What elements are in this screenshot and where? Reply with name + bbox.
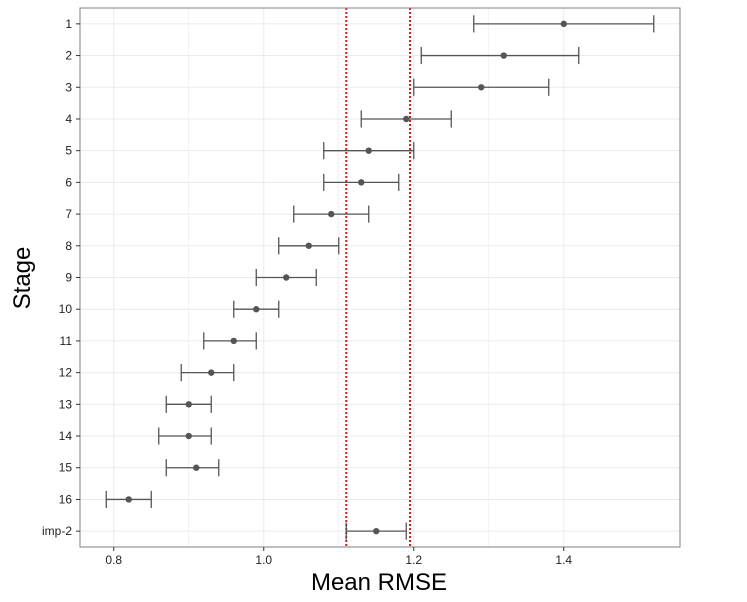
x-tick-label: 0.8 <box>105 553 122 567</box>
y-tick-label: 6 <box>65 175 72 189</box>
error-bar-2 <box>420 46 580 65</box>
error-bar-imp-2 <box>345 522 407 540</box>
y-tick-label: 11 <box>60 334 73 348</box>
error-bar-4 <box>360 110 452 128</box>
y-tick-label: 7 <box>65 207 72 221</box>
mean-point <box>283 274 290 281</box>
y-tick-label: 15 <box>59 461 73 475</box>
mean-point <box>373 527 380 535</box>
y-tick-label: 4 <box>65 112 72 126</box>
y-tick-label: 3 <box>65 80 72 94</box>
error-bar-9 <box>255 268 317 287</box>
y-tick-label: 9 <box>65 271 72 285</box>
mean-point <box>193 464 200 471</box>
y-tick-label: imp-2 <box>42 524 72 538</box>
y-tick-label: 8 <box>65 239 72 253</box>
x-axis-title: Mean RMSE <box>311 569 447 596</box>
y-axis-title: Stage <box>9 247 36 310</box>
error-bar-13 <box>165 395 212 413</box>
y-tick-label: 12 <box>59 366 73 380</box>
mean-point <box>305 242 312 249</box>
error-bar-10 <box>233 300 280 318</box>
x-tick-label: 1.2 <box>405 553 422 567</box>
mean-point <box>185 432 192 440</box>
mean-point <box>560 20 567 28</box>
error-bar-7 <box>293 205 370 223</box>
y-tick-label: 2 <box>65 49 72 63</box>
y-tick-label: 13 <box>59 397 73 411</box>
y-tick-label: 1 <box>65 17 72 31</box>
error-bar-3 <box>413 78 550 96</box>
x-tick-label: 1.4 <box>555 553 572 567</box>
error-bar-8 <box>278 237 340 255</box>
mean-point <box>365 147 372 154</box>
mean-point <box>358 179 365 186</box>
mean-point <box>403 115 410 123</box>
error-bar-11 <box>203 332 257 350</box>
y-tick-label: 16 <box>59 492 73 506</box>
mean-point <box>208 369 215 376</box>
x-tick-label: 1.0 <box>255 553 272 567</box>
error-bar-16 <box>105 490 152 509</box>
error-bar-15 <box>165 459 220 477</box>
mean-point <box>230 337 237 345</box>
error-bar-12 <box>180 364 235 382</box>
error-bar-14 <box>158 427 212 445</box>
y-tick-label: 14 <box>59 429 73 443</box>
error-bar-series <box>105 15 655 540</box>
error-bar-6 <box>323 173 400 191</box>
mean-point <box>478 84 485 91</box>
y-tick-label: 10 <box>59 302 73 316</box>
mean-point <box>125 496 132 503</box>
grid <box>80 8 680 547</box>
error-bar-1 <box>473 15 655 33</box>
reference-lines <box>345 8 411 547</box>
mean-point <box>253 306 260 313</box>
mean-point <box>328 210 335 218</box>
error-bar-5 <box>323 142 415 160</box>
mean-point <box>500 52 507 59</box>
mean-point <box>185 401 192 408</box>
y-tick-label: 5 <box>65 144 72 158</box>
